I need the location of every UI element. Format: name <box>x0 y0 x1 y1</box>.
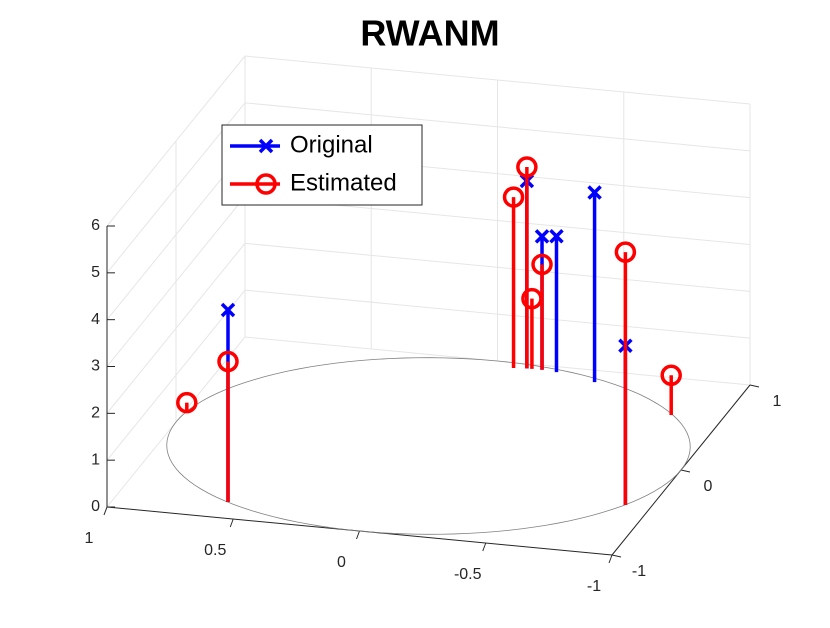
marker <box>531 253 553 276</box>
marker <box>534 229 550 244</box>
y-tick-label: 0 <box>704 478 713 495</box>
y-tick-label: 1 <box>773 393 782 410</box>
z-tick-label: 3 <box>91 358 100 375</box>
marker-stroke <box>587 185 602 200</box>
legend-label: Estimated <box>290 169 397 196</box>
marker <box>614 241 637 263</box>
x-tick-label: -1 <box>587 578 601 595</box>
z-tick-label: 2 <box>91 405 100 422</box>
legend-label: Original <box>290 131 373 158</box>
marker <box>176 391 198 414</box>
x-tick <box>356 530 360 540</box>
chart-title: RWANM <box>360 13 499 54</box>
x-tick <box>608 554 613 564</box>
marker-stroke <box>258 138 274 154</box>
x-tick <box>482 542 487 552</box>
z-tick-label: 4 <box>91 311 100 328</box>
marker <box>217 350 239 373</box>
z-tick-label: 1 <box>91 451 100 468</box>
y-tick <box>749 384 760 388</box>
marker <box>220 302 236 318</box>
reference-circle <box>166 357 691 535</box>
z-tick-label: 5 <box>91 264 100 281</box>
legend-box <box>221 124 423 206</box>
marker <box>502 186 525 208</box>
x-tick-label: 0 <box>337 554 346 571</box>
marker <box>660 364 682 386</box>
marker-stroke <box>549 229 564 244</box>
marker <box>516 156 538 178</box>
x-tick <box>229 518 234 528</box>
x-tick <box>103 506 108 516</box>
z-tick-label: 6 <box>91 217 100 234</box>
x-tick-label: 0.5 <box>204 542 226 559</box>
marker-stroke <box>534 229 550 244</box>
y-tick <box>611 554 622 558</box>
marker <box>587 185 602 200</box>
x-tick-label: 1 <box>85 530 94 547</box>
marker <box>549 229 564 244</box>
x-tick-label: -0.5 <box>454 566 482 583</box>
legend-marker <box>255 173 277 195</box>
y-tick <box>680 469 691 473</box>
z-tick-label: 0 <box>91 498 100 515</box>
y-tick-label: -1 <box>632 563 646 580</box>
marker-stroke <box>220 302 236 318</box>
legend-marker <box>258 138 274 154</box>
